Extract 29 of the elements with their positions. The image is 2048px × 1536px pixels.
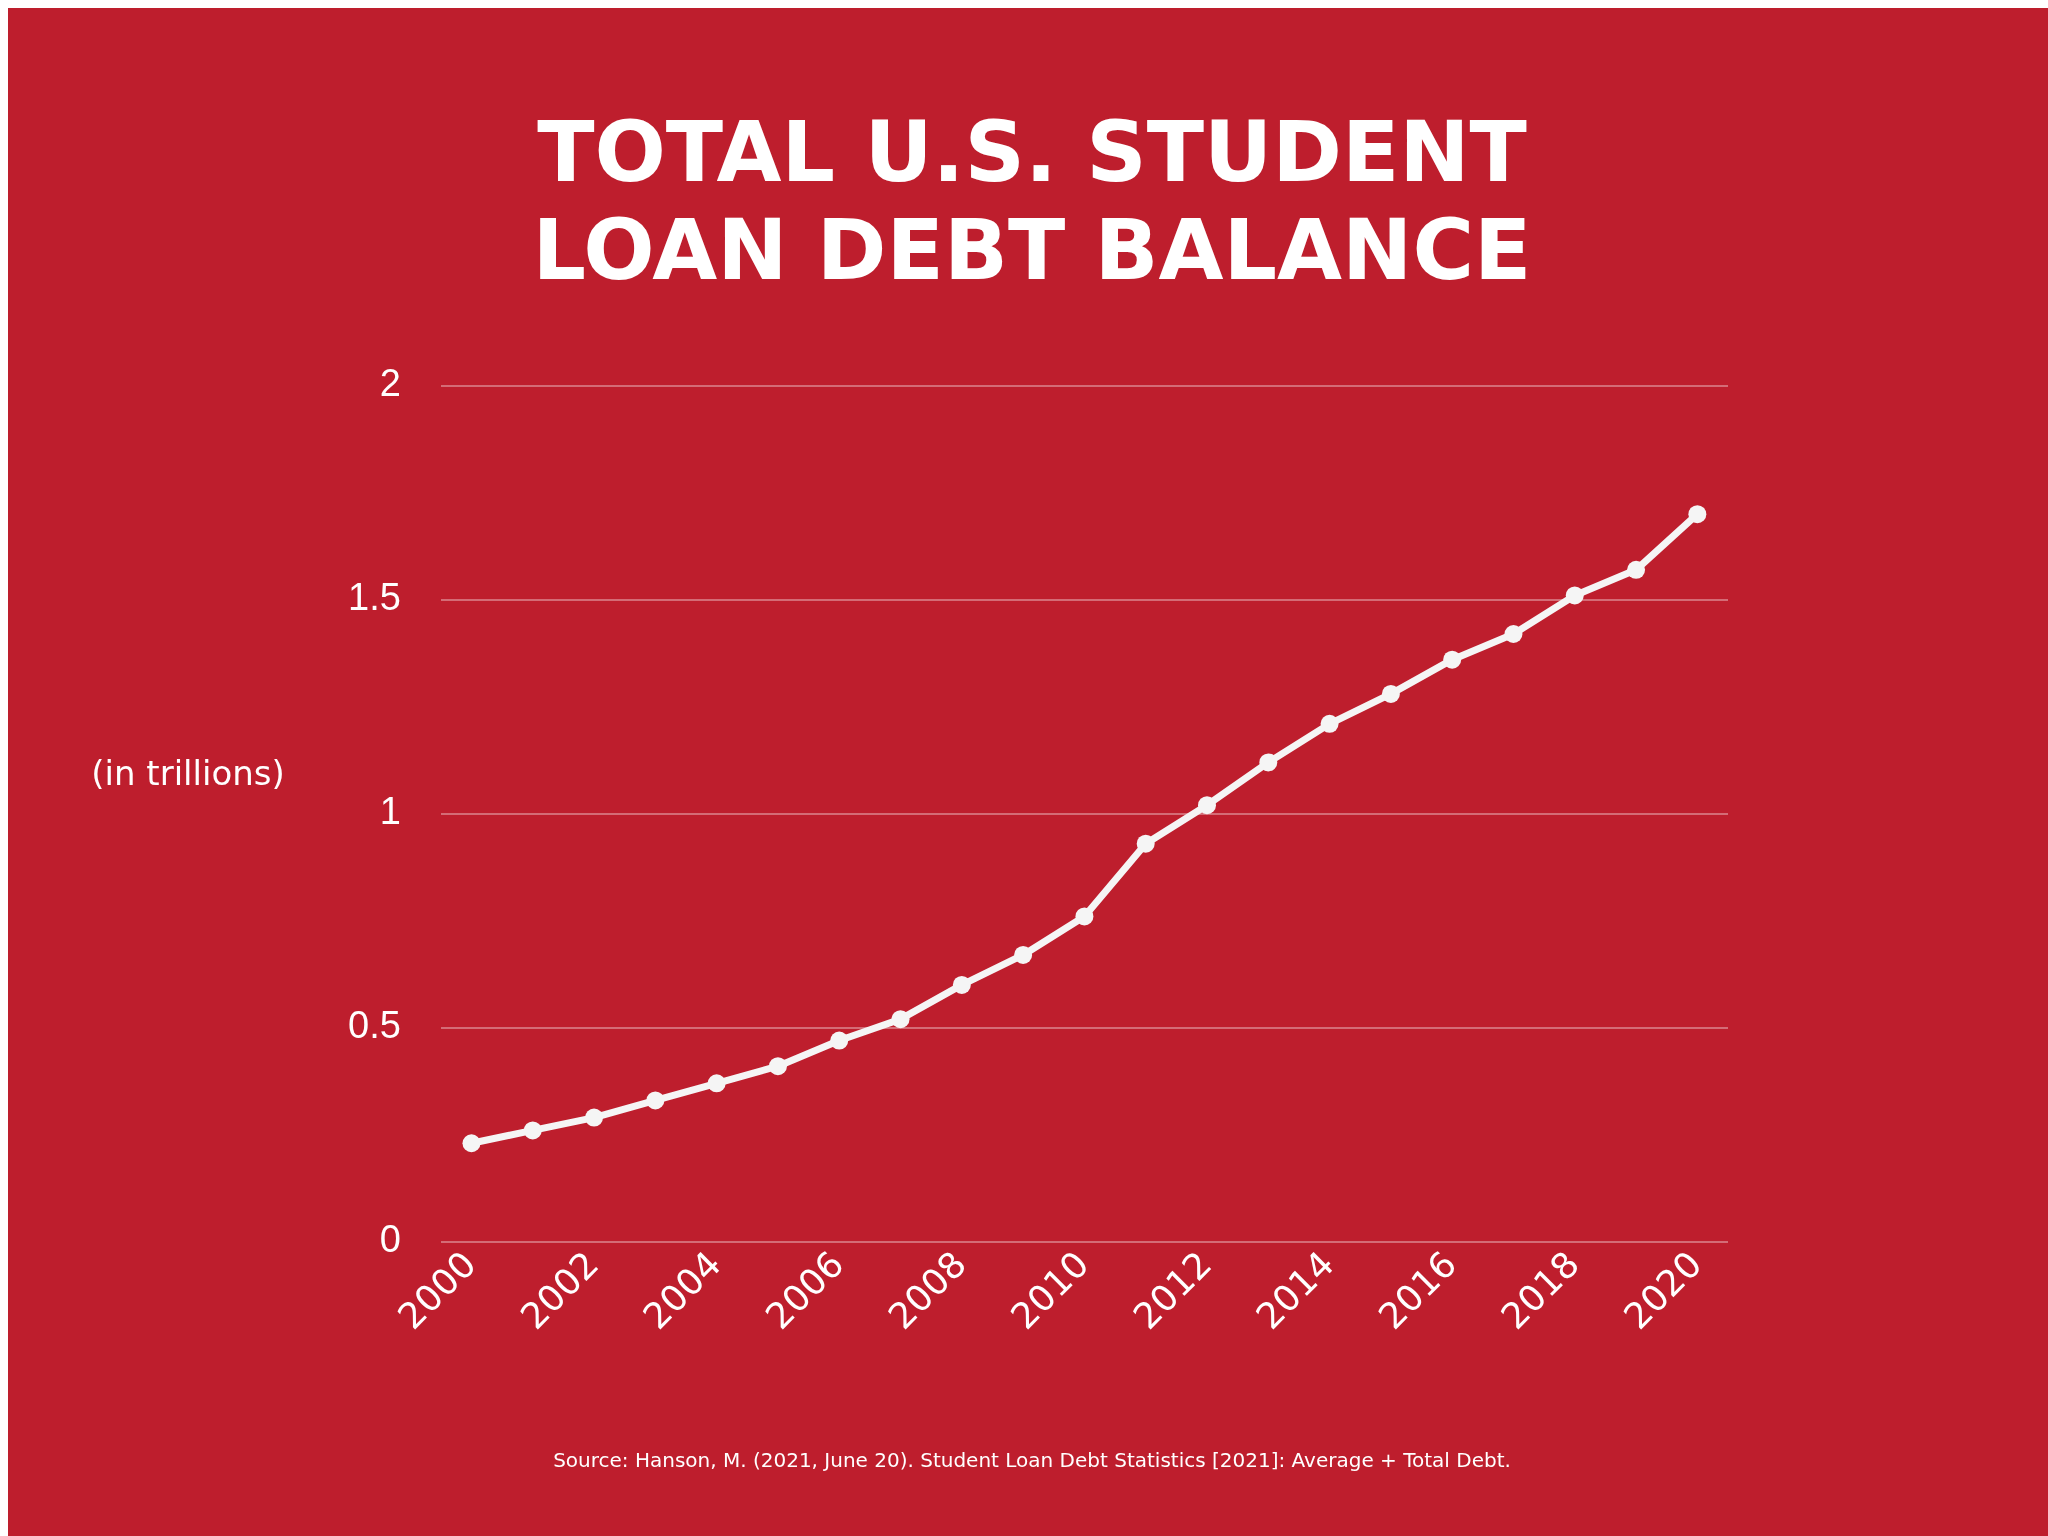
point bbox=[830, 1031, 849, 1050]
point bbox=[891, 1010, 910, 1029]
point bbox=[1014, 945, 1033, 964]
point bbox=[1381, 684, 1400, 703]
point bbox=[952, 975, 971, 994]
point bbox=[768, 1057, 787, 1076]
point bbox=[1198, 796, 1216, 815]
y-tick-label: 1 bbox=[379, 790, 401, 833]
point bbox=[523, 1121, 542, 1140]
y-tick-label: 1.5 bbox=[348, 576, 401, 619]
source-note: Source: Hanson, M. (2021, June 20). Student Loan Debt Statistics [2021]: Average + Total Debt. bbox=[552, 1448, 1512, 1472]
point bbox=[1565, 586, 1584, 605]
point bbox=[646, 1091, 665, 1110]
point bbox=[1443, 650, 1462, 669]
y-tick-label: 0.5 bbox=[348, 1004, 401, 1047]
chart-title: TOTAL U.S. STUDENT LOAN DEBT BALANCE bbox=[531, 103, 1533, 299]
y-tick-label: 0 bbox=[379, 1218, 401, 1261]
point bbox=[1320, 714, 1339, 733]
y-tick-label: 2 bbox=[379, 362, 401, 405]
point bbox=[1627, 560, 1646, 579]
point bbox=[1688, 505, 1707, 524]
point bbox=[1075, 907, 1094, 926]
point bbox=[462, 1134, 481, 1153]
y-axis-title: (in trillions) bbox=[90, 753, 286, 793]
point bbox=[1136, 834, 1155, 853]
point bbox=[1504, 625, 1523, 643]
point bbox=[585, 1108, 604, 1127]
point bbox=[707, 1074, 726, 1093]
point bbox=[1259, 753, 1278, 772]
